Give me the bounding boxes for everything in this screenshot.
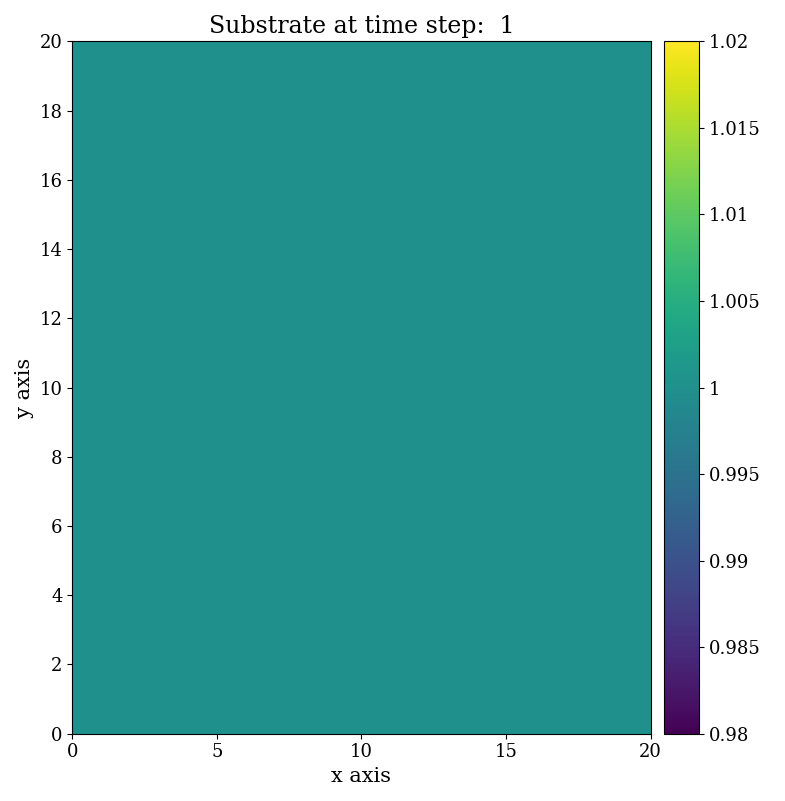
Y-axis label: y axis: y axis bbox=[15, 357, 34, 417]
Title: Substrate at time step:  1: Substrate at time step: 1 bbox=[209, 15, 514, 38]
X-axis label: x axis: x axis bbox=[331, 767, 392, 786]
